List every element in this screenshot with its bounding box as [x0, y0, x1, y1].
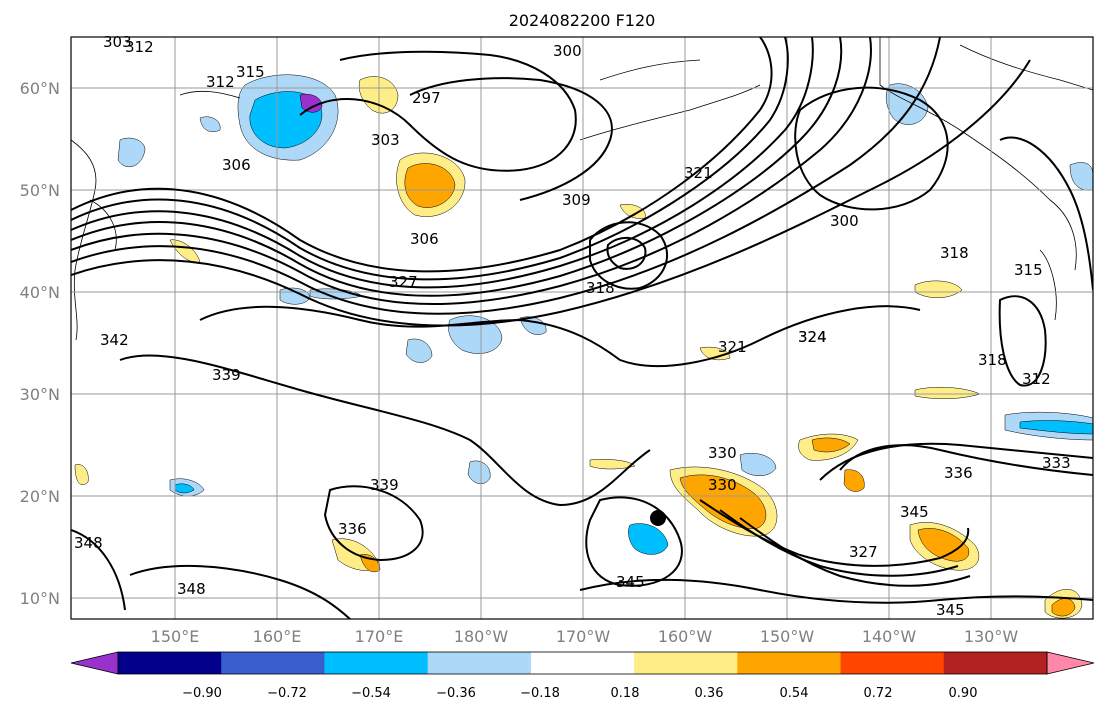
lon-label: 150°E — [151, 627, 200, 646]
contour-lines — [71, 37, 1093, 619]
lat-label: 10°N — [20, 589, 60, 608]
contour-label: 315 — [1014, 261, 1043, 279]
colorbar — [70, 651, 1095, 675]
lat-label: 20°N — [20, 487, 60, 506]
coastlines — [71, 37, 1093, 341]
lat-label: 50°N — [20, 181, 60, 200]
colorbar-frame — [117, 651, 1048, 675]
colorbar-tick-label: −0.18 — [520, 686, 560, 701]
contour-label: 333 — [1042, 454, 1071, 472]
colorbar-tick-label: −0.90 — [182, 686, 222, 701]
contour-label: 303 — [371, 131, 400, 149]
lon-label: 170°E — [355, 627, 404, 646]
contour-label: 345 — [900, 503, 929, 521]
lon-label: 140°W — [862, 627, 917, 646]
figure-title: 2024082200 F120 — [509, 11, 656, 30]
lon-label: 160°W — [658, 627, 713, 646]
contour-label: 300 — [553, 42, 582, 60]
lon-label: 150°W — [760, 627, 815, 646]
shaded-field — [74, 74, 1093, 619]
contour-label: 315 — [236, 63, 265, 81]
colorbar-tick-label: 0.72 — [864, 686, 893, 701]
colorbar-segment — [840, 652, 945, 674]
colorbar-extend-high — [1046, 651, 1095, 675]
lon-label: 170°W — [556, 627, 611, 646]
contour-label: 330 — [708, 444, 737, 462]
contour-label: 339 — [212, 366, 241, 384]
lon-label: 180°W — [454, 627, 509, 646]
gridlines — [71, 37, 1093, 619]
contour-label: 306 — [410, 230, 439, 248]
colorbar-tick-label: 0.36 — [695, 686, 724, 701]
colorbar-segment — [634, 652, 738, 674]
contour-label: 327 — [389, 273, 418, 291]
contour-label: 342 — [100, 331, 129, 349]
colorbar-extend-low — [70, 651, 119, 675]
contour-label: 312 — [1022, 370, 1051, 388]
colorbar-segment — [427, 652, 532, 674]
map-frame — [70, 36, 1094, 620]
longitude-labels: 150°E 160°E 170°E 180°W 170°W 160°W 150°… — [151, 627, 1019, 646]
contour-label: 321 — [718, 338, 747, 356]
colorbar-tick-label: 0.90 — [949, 686, 978, 701]
contour-label: 348 — [74, 534, 103, 552]
lon-label: 160°E — [253, 627, 302, 646]
lat-label: 30°N — [20, 385, 60, 404]
lon-label: 130°W — [964, 627, 1019, 646]
contour-label: 312 — [206, 73, 235, 91]
contour-label: 348 — [177, 580, 206, 598]
contour-label: 321 — [684, 164, 713, 182]
colorbar-segment — [943, 652, 1048, 674]
contour-label: 330 — [708, 476, 737, 494]
contour-label: 297 — [412, 89, 441, 107]
contour-label: 318 — [940, 244, 969, 262]
contour-label: 318 — [586, 279, 615, 297]
colorbar-segment — [737, 652, 842, 674]
colorbar-segment — [118, 652, 222, 674]
contour-label: 336 — [944, 464, 973, 482]
contour-label: 327 — [849, 543, 878, 561]
lat-label: 40°N — [20, 283, 60, 302]
colorbar-tick-label: 0.54 — [780, 686, 809, 701]
map-area — [71, 37, 1093, 619]
contour-label: 306 — [222, 156, 251, 174]
colorbar-tick-label: 0.18 — [611, 686, 640, 701]
contour-label: 345 — [616, 573, 645, 591]
contour-label: 345 — [936, 601, 965, 619]
contour-label: 309 — [562, 191, 591, 209]
contour-label: 339 — [370, 476, 399, 494]
contour-label: 300 — [830, 212, 859, 230]
colorbar-segment — [221, 652, 325, 674]
colorbar-ticks: −0.90 −0.72 −0.54 −0.36 −0.18 0.18 0.36 … — [182, 686, 977, 701]
colorbar-tick-label: −0.54 — [351, 686, 391, 701]
contour-label: 324 — [798, 328, 827, 346]
colorbar-tick-label: −0.72 — [267, 686, 307, 701]
colorbar-segment — [324, 652, 429, 674]
contour-label: 318 — [978, 351, 1007, 369]
contour-label: 303 — [103, 33, 132, 51]
contour-label: 312 — [125, 38, 154, 56]
contour-label: 336 — [338, 520, 367, 538]
contour-labels: 303 312 315 312 306 297 300 303 309 321 … — [74, 33, 1071, 619]
colorbar-tick-label: −0.36 — [436, 686, 476, 701]
latitude-labels: 60°N 50°N 40°N 30°N 20°N 10°N — [20, 79, 60, 608]
contour-label: 324 — [798, 328, 827, 346]
lat-label: 60°N — [20, 79, 60, 98]
storm-center-marker — [650, 510, 666, 526]
colorbar-segment — [530, 652, 635, 674]
